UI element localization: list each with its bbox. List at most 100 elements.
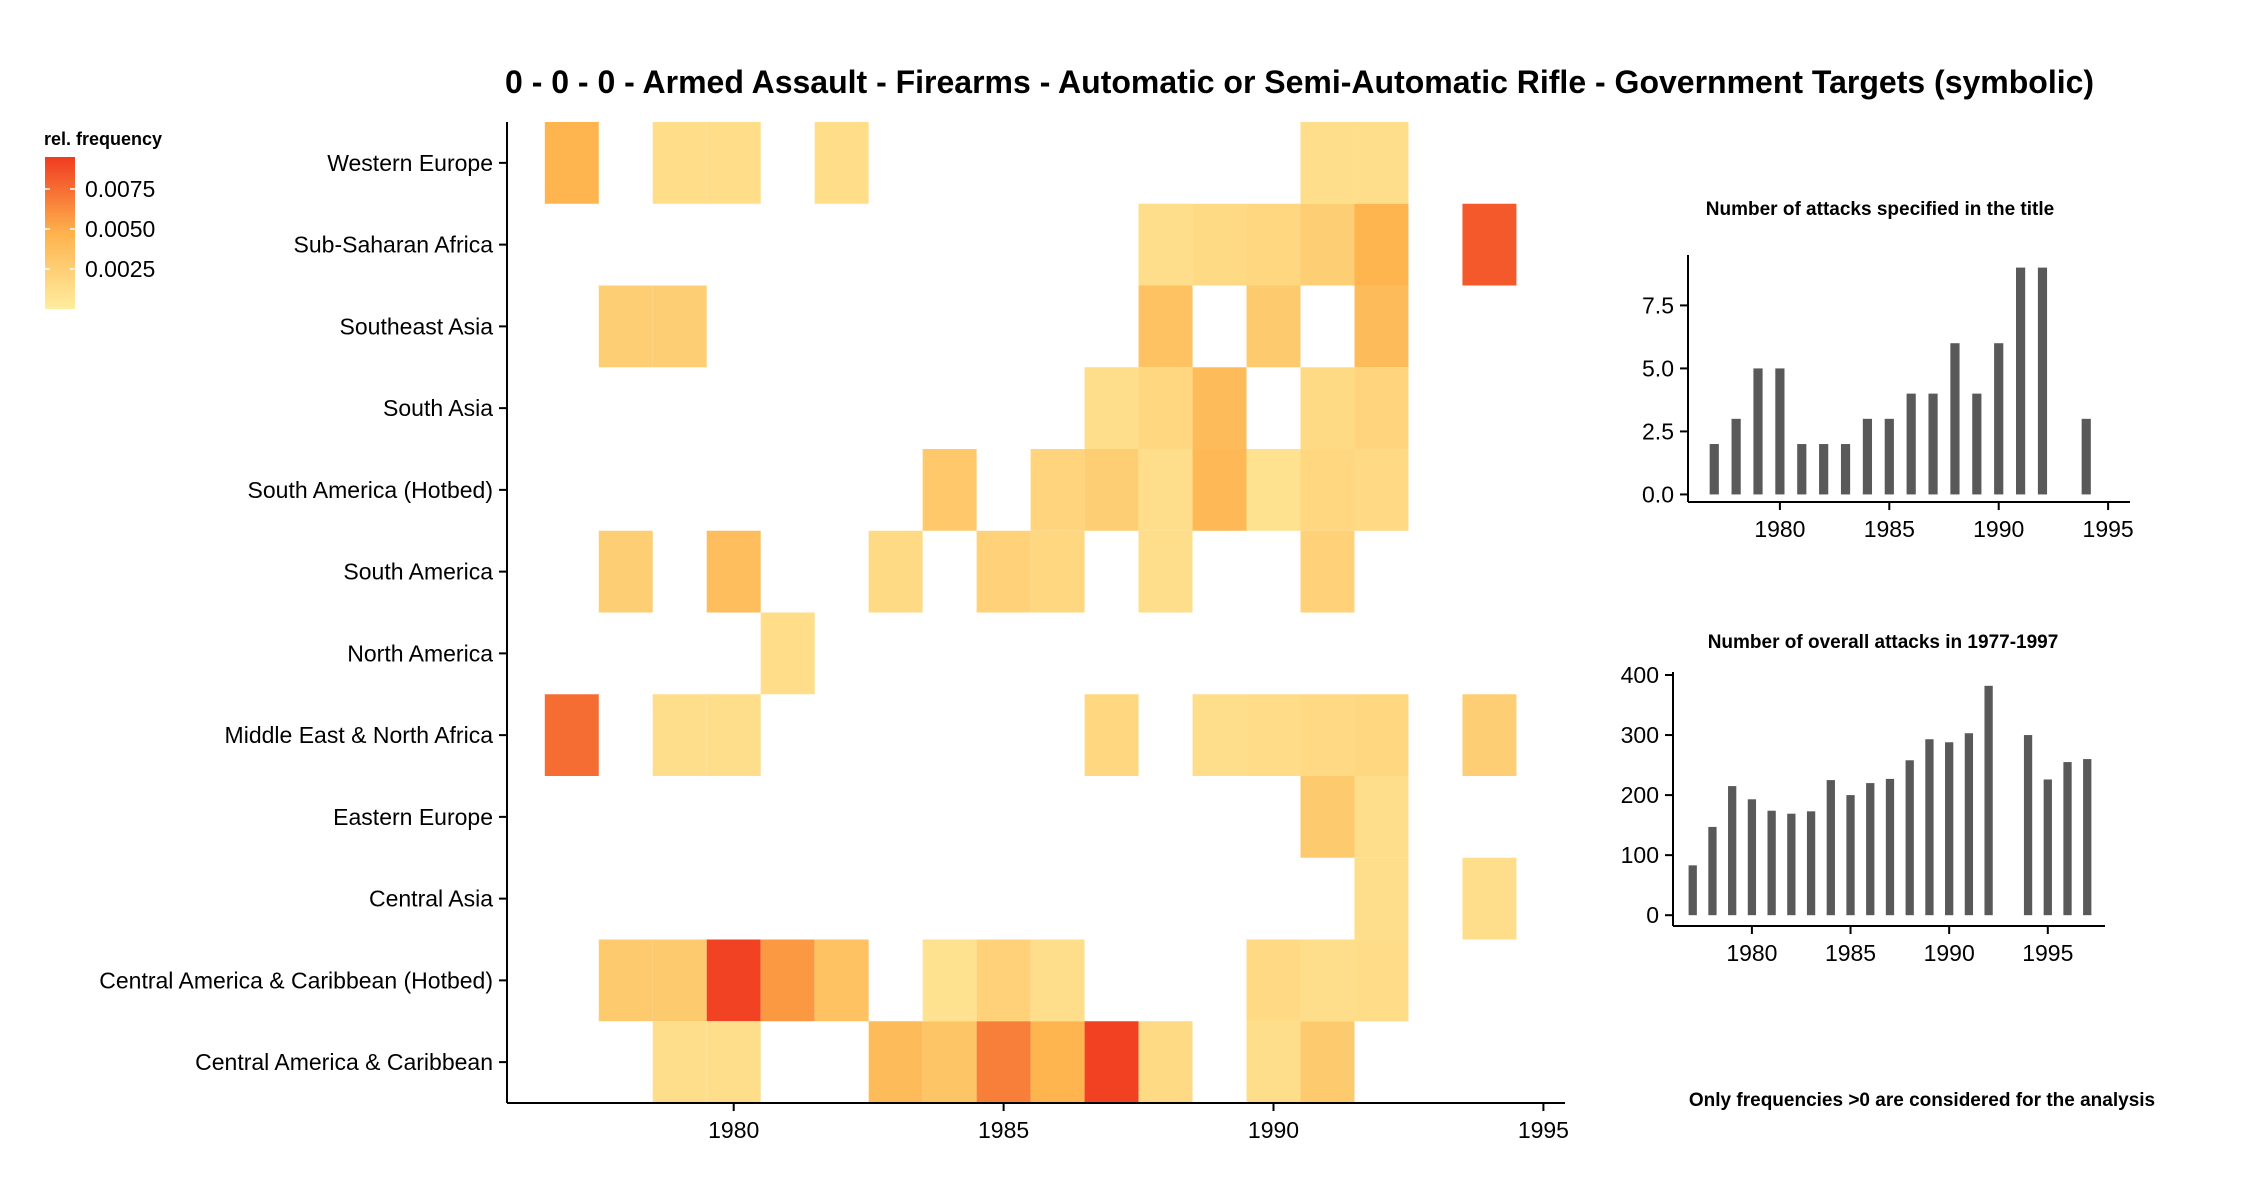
overall-attacks-bar-1989 (1925, 739, 1934, 916)
heatmap-cell-middle-east-north-africa-1990 (1246, 694, 1301, 776)
legend-tick-label: 0.0050 (85, 216, 155, 242)
heatmap-cell-central-america-caribbean-hotbed-1980 (706, 939, 761, 1022)
heatmap-cell-central-america-caribbean-hotbed-1990 (1246, 939, 1301, 1022)
attacks-specified-bar-1979 (1753, 368, 1763, 495)
heatmap-cell-south-america-1985 (976, 530, 1031, 613)
attacks-specified-bar-1989 (1972, 393, 1982, 495)
heatmap-cell-south-america-hotbed-1987 (1084, 449, 1139, 531)
heatmap-region-label: Eastern Europe (333, 804, 493, 830)
legend-tick-label: 0.0075 (85, 176, 155, 202)
heatmap-cell-sub-saharan-africa-1990 (1246, 203, 1301, 286)
heatmap-x-tick-label: 1990 (1248, 1117, 1299, 1143)
heatmap-cell-sub-saharan-africa-1988 (1138, 203, 1193, 286)
heatmap-cell-south-america-hotbed-1984 (922, 449, 977, 531)
attacks-specified-y-tick-label: 0.0 (1642, 481, 1674, 507)
overall-attacks-bar-1980 (1747, 799, 1757, 916)
attacks-specified-y-tick-label: 2.5 (1642, 418, 1674, 444)
heatmap-cell-middle-east-north-africa-1979 (652, 694, 707, 776)
heatmap-cell-south-asia-1992 (1354, 367, 1409, 449)
heatmap-region-label: Sub-Saharan Africa (294, 232, 494, 258)
attacks-specified-x-tick-label: 1980 (1754, 516, 1805, 542)
heatmap-cell-middle-east-north-africa-1991 (1300, 694, 1355, 776)
heatmap-cell-south-asia-1987 (1084, 367, 1139, 449)
heatmap-axes: Western Europe Sub-Saharan Africa Southeas… (99, 122, 1569, 1143)
overall-attacks-bar-1982 (1787, 813, 1796, 916)
heatmap-region-label: Middle East & North Africa (225, 722, 494, 748)
legend-tick-label: 0.0025 (85, 256, 155, 282)
heatmap-cell-central-asia-1994 (1462, 857, 1517, 940)
heatmap-cell-southeast-asia-1978 (598, 285, 653, 368)
heatmap-cell-south-america-1978 (598, 530, 653, 613)
heatmap-region-label: Central America & Caribbean (195, 1049, 493, 1075)
attacks-specified-bar-1981 (1797, 444, 1807, 495)
overall-attacks-y-tick-label: 100 (1621, 842, 1659, 868)
heatmap-cell-south-asia-1989 (1192, 367, 1247, 449)
overall-attacks-y-tick-label: 0 (1646, 902, 1659, 928)
heatmap-region-label: South America (Hotbed) (248, 477, 493, 503)
heatmap-cell-southeast-asia-1979 (652, 285, 707, 368)
heatmap-x-tick-label: 1980 (708, 1117, 759, 1143)
attacks-specified-bar-1980 (1775, 368, 1785, 495)
heatmap-cell-central-america-caribbean-1988 (1138, 1021, 1193, 1103)
overall-attacks-bar-1983 (1806, 811, 1816, 916)
heatmap-cell-western-europe-1980 (706, 122, 761, 204)
attacks-specified-bar-1984 (1862, 418, 1873, 495)
heatmap-cell-central-america-caribbean-1990 (1246, 1021, 1301, 1103)
heatmap-cell-central-america-caribbean-1980 (706, 1021, 761, 1103)
heatmap-cell-south-america-hotbed-1991 (1300, 449, 1355, 531)
overall-attacks-bar-1996 (2063, 762, 2072, 916)
heatmap-region-label: South America (343, 559, 493, 585)
heatmap-cell-south-america-1986 (1030, 530, 1085, 613)
attacks-specified-bar-1986 (1906, 393, 1916, 495)
heatmap-cell-south-america-1983 (868, 530, 923, 613)
overall-attacks-bar-1984 (1826, 780, 1835, 916)
overall-attacks-bar-1994 (2023, 735, 2033, 916)
heatmap-cell-central-america-caribbean-1984 (922, 1021, 977, 1103)
overall-attacks-bar-1988 (1905, 760, 1914, 916)
heatmap-cell-central-america-caribbean-1983 (868, 1021, 923, 1103)
heatmap-cell-eastern-europe-1992 (1354, 776, 1409, 858)
heatmap-cell-south-america-1980 (706, 530, 761, 613)
attacks-specified-chart: Number of attacks specified in the title… (1642, 199, 2134, 542)
overall-attacks-bar-1995 (2043, 779, 2052, 916)
heatmap-cell-central-america-caribbean-1986 (1030, 1021, 1085, 1103)
overall-attacks-x-tick-label: 1980 (1726, 940, 1777, 966)
attacks-specified-bar-1992 (2037, 267, 2048, 495)
heatmap-panel: Western Europe Sub-Saharan Africa Southeas… (99, 122, 1569, 1143)
heatmap-cell-western-europe-1991 (1300, 122, 1355, 204)
overall-attacks-y-tick-label: 300 (1621, 722, 1659, 748)
heatmap-cell-western-europe-1992 (1354, 122, 1409, 204)
heatmap-cell-south-america-hotbed-1986 (1030, 449, 1085, 531)
overall-attacks-bar-1992 (1984, 685, 1993, 916)
heatmap-cell-southeast-asia-1990 (1246, 285, 1301, 368)
heatmap-cell-south-asia-1991 (1300, 367, 1355, 449)
attacks-specified-y-tick-label: 5.0 (1642, 355, 1674, 381)
heatmap-cell-western-europe-1982 (814, 122, 869, 204)
heatmap-cell-central-america-caribbean-hotbed-1984 (922, 939, 977, 1022)
heatmap-cell-south-asia-1988 (1138, 367, 1193, 449)
heatmap-cell-central-america-caribbean-hotbed-1986 (1030, 939, 1085, 1022)
attacks-specified-x-tick-label: 1990 (1973, 516, 2024, 542)
overall-attacks-bar-1979 (1728, 786, 1737, 916)
legend-title: rel. frequency (44, 129, 162, 149)
heatmap-cell-central-america-caribbean-1987 (1084, 1021, 1139, 1103)
heatmap-cell-central-america-caribbean-hotbed-1979 (652, 939, 707, 1022)
overall-attacks-bar-1997 (2083, 759, 2092, 916)
attacks-specified-bar-1990 (1994, 343, 2004, 495)
heatmap-cell-sub-saharan-africa-1989 (1192, 203, 1247, 286)
overall-attacks-title: Number of overall attacks in 1977-1997 (1708, 632, 2059, 653)
attacks-specified-x-tick-label: 1985 (1864, 516, 1915, 542)
heatmap-cell-central-america-caribbean-hotbed-1992 (1354, 939, 1409, 1022)
heatmap-cell-middle-east-north-africa-1989 (1192, 694, 1247, 776)
heatmap-cell-middle-east-north-africa-1987 (1084, 694, 1139, 776)
overall-attacks-bar-1981 (1767, 810, 1776, 916)
heatmap-cell-southeast-asia-1988 (1138, 285, 1193, 368)
heatmap-cell-central-asia-1992 (1354, 857, 1409, 940)
attacks-specified-bar-1994 (2081, 418, 2091, 495)
overall-attacks-bar-1977 (1688, 865, 1697, 916)
overall-attacks-x-tick-label: 1990 (1924, 940, 1975, 966)
heatmap-cell-sub-saharan-africa-1992 (1354, 203, 1409, 286)
heatmap-cell-central-america-caribbean-hotbed-1981 (760, 939, 815, 1022)
